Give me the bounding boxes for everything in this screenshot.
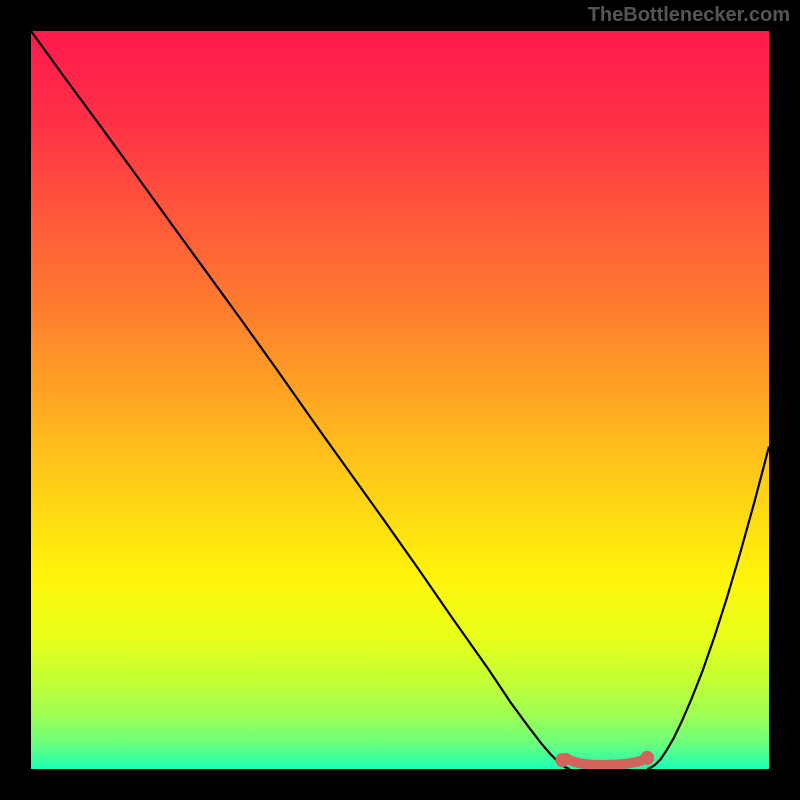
gradient-background [31,31,769,769]
watermark-label: TheBottlenecker.com [588,4,790,27]
plot-svg [31,31,769,769]
plot-area [31,31,769,769]
